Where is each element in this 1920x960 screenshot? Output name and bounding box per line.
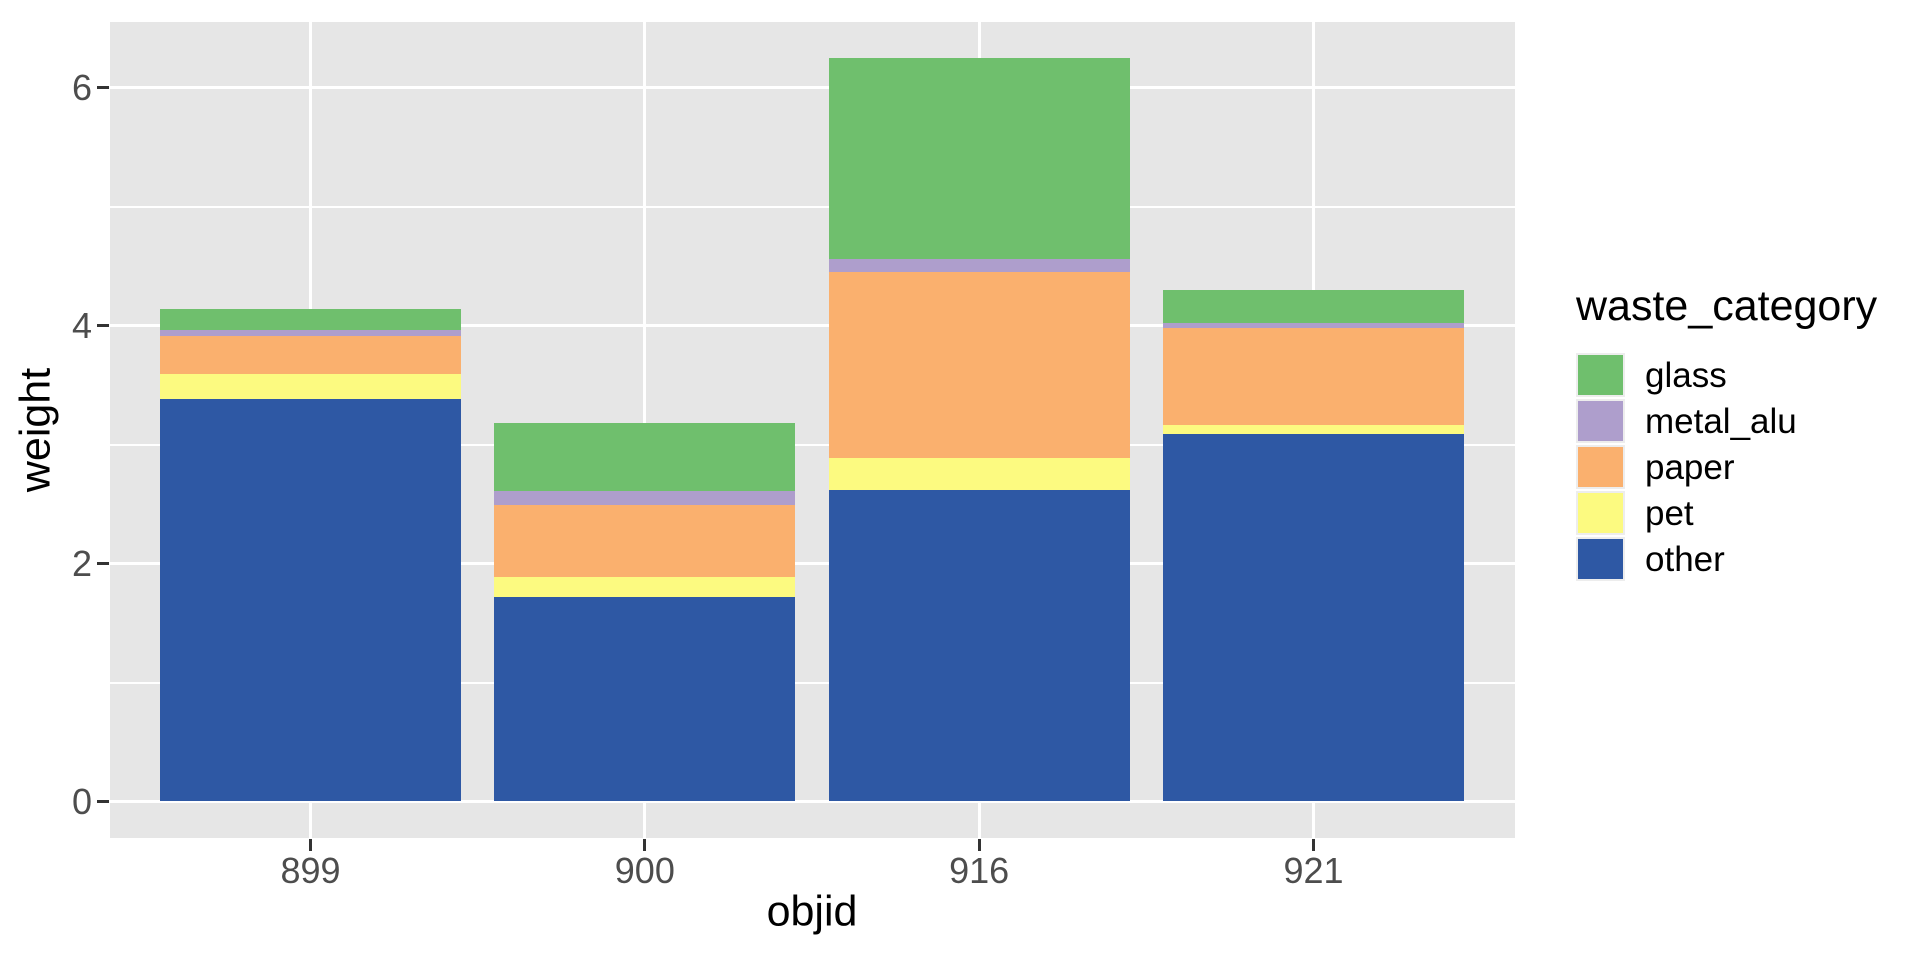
- bar-921-segment-glass: [1162, 289, 1464, 324]
- y-tick-label: 2: [71, 542, 92, 584]
- x-axis-title: objid: [766, 887, 858, 936]
- x-tick-mark: [977, 839, 981, 851]
- legend-item-label: metal_alu: [1645, 401, 1797, 441]
- gridline-major-y: [110, 324, 1515, 327]
- legend-key-other: [1576, 537, 1625, 581]
- bar-921-segment-pet: [1162, 425, 1464, 434]
- legend-item-pet: pet: [1576, 491, 1877, 535]
- x-tick-mark: [309, 839, 312, 851]
- x-tick-label: 916: [949, 850, 1010, 891]
- legend-item-paper: paper: [1576, 445, 1877, 489]
- gridline-major-y: [110, 562, 1515, 565]
- bar-916-segment-glass: [828, 57, 1130, 259]
- gridline-major-y: [110, 800, 1515, 803]
- x-tick-label: 921: [1283, 850, 1344, 891]
- plot-panel: [110, 22, 1515, 838]
- gridline-minor-y: [110, 443, 1515, 446]
- legend-swatch-metal_alu: [1578, 401, 1623, 441]
- y-tick-label: 6: [71, 66, 92, 108]
- legend-item-other: other: [1576, 537, 1877, 581]
- legend-swatch-other: [1578, 539, 1623, 579]
- y-tick-mark: [97, 86, 109, 89]
- x-tick-label: 899: [280, 850, 341, 891]
- bar-921-segment-metal_alu: [1162, 323, 1464, 328]
- bar-900-segment-other: [494, 596, 796, 802]
- legend-swatch-pet: [1578, 493, 1623, 533]
- bar-899-segment-other: [160, 399, 461, 802]
- bar-921-segment-other: [1162, 433, 1464, 802]
- legend-item-glass: glass: [1576, 353, 1877, 397]
- bar-899-segment-glass: [160, 308, 461, 331]
- bar-900-segment-pet: [494, 576, 796, 597]
- gridline-minor-y: [110, 205, 1515, 208]
- gridline-minor-y: [110, 681, 1515, 684]
- bar-900-segment-paper: [494, 505, 796, 577]
- y-tick-label: 0: [71, 780, 92, 822]
- legend-item-label: pet: [1645, 493, 1694, 533]
- bar-900-segment-metal_alu: [494, 490, 796, 506]
- legend-title: waste_category: [1576, 282, 1878, 330]
- x-tick-label: 900: [614, 850, 675, 891]
- x-tick-mark: [1311, 839, 1315, 851]
- y-tick-mark: [97, 562, 109, 565]
- gridline-major-y: [110, 86, 1515, 89]
- legend-key-metal_alu: [1576, 399, 1625, 443]
- legend-key-glass: [1576, 353, 1625, 397]
- bar-921-segment-paper: [1162, 327, 1464, 426]
- bar-916-segment-other: [828, 489, 1130, 802]
- bar-899-segment-paper: [160, 336, 461, 375]
- bar-916-segment-pet: [828, 457, 1130, 490]
- legend-item-label: other: [1645, 539, 1725, 579]
- y-tick-mark: [97, 800, 109, 803]
- y-axis-title: weight: [11, 367, 60, 493]
- bar-899-segment-pet: [160, 374, 461, 400]
- legend-swatch-paper: [1578, 447, 1623, 487]
- y-tick-label: 4: [71, 304, 92, 346]
- y-tick-mark: [97, 324, 109, 327]
- legend-item-label: glass: [1645, 355, 1727, 395]
- legend-key-pet: [1576, 491, 1625, 535]
- legend-item-label: paper: [1645, 447, 1735, 487]
- bar-916-segment-paper: [828, 271, 1130, 458]
- bar-899-segment-metal_alu: [160, 330, 461, 337]
- bar-900-segment-glass: [494, 423, 796, 491]
- bar-916-segment-metal_alu: [828, 258, 1130, 272]
- legend-key-paper: [1576, 445, 1625, 489]
- legend-item-metal_alu: metal_alu: [1576, 399, 1877, 443]
- legend-swatch-glass: [1578, 355, 1623, 395]
- x-tick-mark: [643, 839, 647, 851]
